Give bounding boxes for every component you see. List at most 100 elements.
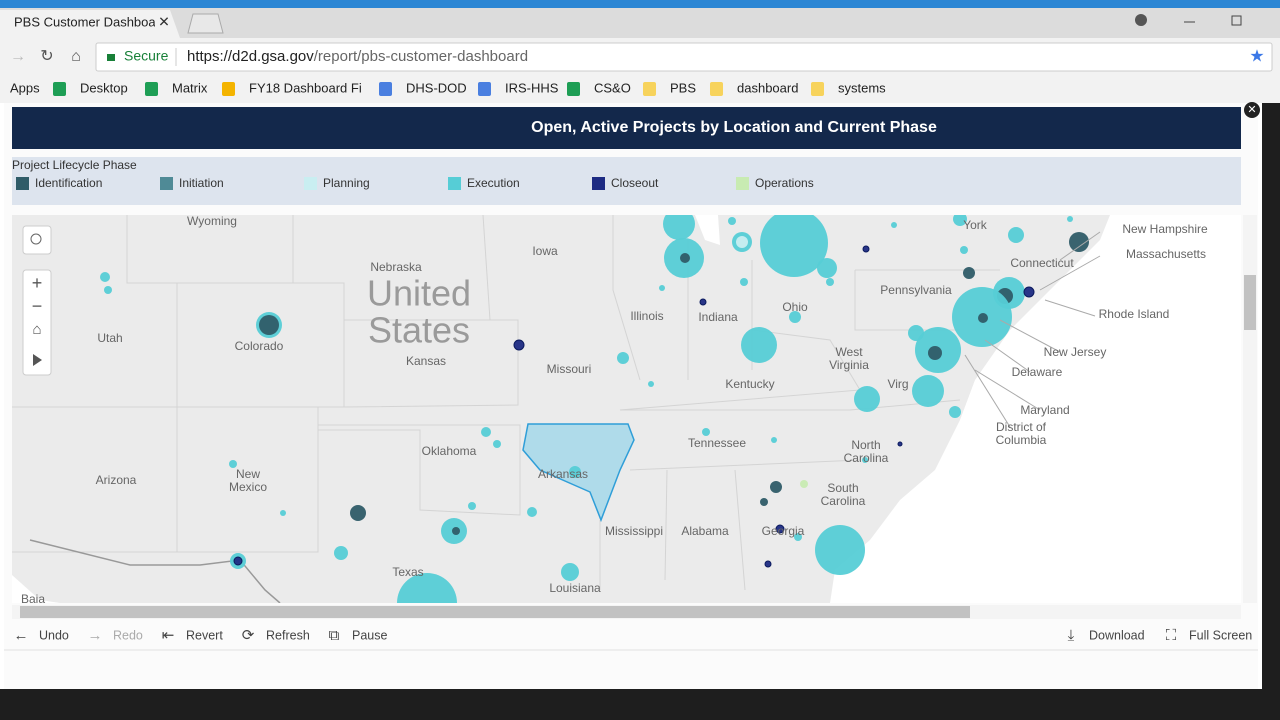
project-bubble[interactable]	[527, 507, 537, 517]
project-bubble[interactable]	[760, 209, 828, 277]
project-bubble[interactable]	[789, 311, 801, 323]
home-button[interactable]: ⌂	[71, 48, 81, 65]
bookmark[interactable]: systems	[838, 80, 886, 95]
project-bubble[interactable]	[233, 556, 243, 566]
project-bubble[interactable]	[862, 245, 870, 253]
project-bubble[interactable]	[817, 258, 837, 278]
close-viz[interactable]	[1244, 102, 1260, 118]
restore[interactable]	[1231, 15, 1242, 26]
bookmark[interactable]: CS&O	[594, 80, 631, 95]
project-bubble[interactable]	[728, 217, 736, 225]
project-bubble[interactable]	[569, 466, 581, 478]
toolbar-button[interactable]: Pause	[352, 628, 387, 642]
bookmark-star[interactable]: ★	[1249, 46, 1264, 65]
project-bubble[interactable]	[775, 524, 785, 534]
project-bubble[interactable]	[826, 278, 834, 286]
project-bubble[interactable]	[897, 441, 903, 447]
project-bubble[interactable]	[104, 286, 112, 294]
bookmark[interactable]: Apps	[10, 80, 40, 95]
bookmark[interactable]: PBS	[670, 80, 696, 95]
project-bubble[interactable]	[648, 381, 654, 387]
project-bubble[interactable]	[960, 246, 968, 254]
project-bubble[interactable]	[928, 346, 942, 360]
project-bubble[interactable]	[259, 315, 279, 335]
profile-icon[interactable]	[1135, 14, 1147, 26]
project-bubble[interactable]	[334, 546, 348, 560]
pan-control[interactable]	[33, 354, 42, 366]
bookmark[interactable]: Matrix	[172, 80, 208, 95]
project-bubble[interactable]	[908, 325, 924, 341]
address-bar[interactable]	[95, 42, 1273, 72]
project-bubble[interactable]	[891, 222, 897, 228]
legend-label[interactable]: Execution	[467, 176, 520, 190]
zoom-in[interactable]: +	[32, 273, 43, 293]
bookmark[interactable]: DHS-DOD	[406, 80, 467, 95]
toolbar-button[interactable]: Full Screen	[1189, 628, 1252, 642]
bookmark[interactable]: Desktop	[80, 80, 128, 95]
project-bubble[interactable]	[1023, 286, 1035, 298]
project-bubble[interactable]	[617, 352, 629, 364]
zoom-out[interactable]: −	[32, 296, 43, 316]
project-bubble[interactable]	[680, 253, 690, 263]
project-bubble[interactable]	[699, 298, 707, 306]
toolbar-button[interactable]: Refresh	[266, 628, 310, 642]
toolbar-button[interactable]: Revert	[186, 628, 223, 642]
reload-button[interactable]: ↻	[40, 48, 53, 65]
project-bubble[interactable]	[702, 428, 710, 436]
project-bubble[interactable]	[513, 339, 525, 351]
bookmark[interactable]: FY18 Dashboard File	[249, 80, 372, 95]
project-bubble[interactable]	[350, 505, 366, 521]
project-bubble[interactable]	[229, 460, 237, 468]
search-control[interactable]	[22, 225, 52, 255]
vertical-thumb[interactable]	[1244, 275, 1256, 330]
project-bubble[interactable]	[912, 375, 944, 407]
project-bubble[interactable]	[452, 527, 460, 535]
project-bubble[interactable]	[1008, 227, 1024, 243]
bookmark[interactable]: IRS-HHS	[505, 80, 559, 95]
project-bubble[interactable]	[100, 272, 110, 282]
project-bubble[interactable]	[760, 498, 768, 506]
project-bubble[interactable]	[949, 406, 961, 418]
project-bubble[interactable]	[771, 437, 777, 443]
project-bubble[interactable]	[953, 212, 967, 226]
project-bubble[interactable]	[741, 327, 777, 363]
project-bubble[interactable]	[1067, 216, 1073, 222]
project-bubble[interactable]	[1069, 232, 1089, 252]
project-bubble[interactable]	[481, 427, 491, 437]
project-bubble[interactable]	[800, 480, 808, 488]
project-bubble[interactable]	[663, 208, 695, 240]
project-bubble[interactable]	[770, 481, 782, 493]
toolbar-button[interactable]: Redo	[113, 628, 143, 642]
project-bubble[interactable]	[740, 278, 748, 286]
project-bubble[interactable]	[764, 560, 772, 568]
horizontal-thumb[interactable]	[20, 606, 970, 618]
project-bubble[interactable]	[963, 267, 975, 279]
toolbar-button[interactable]: Download	[1089, 628, 1145, 642]
project-bubble[interactable]	[854, 386, 880, 412]
project-bubble[interactable]	[397, 573, 457, 633]
legend-label[interactable]: Operations	[755, 176, 814, 190]
project-bubble[interactable]	[468, 502, 476, 510]
forward-button[interactable]: →	[10, 48, 26, 65]
project-bubble[interactable]	[736, 236, 748, 248]
project-bubble[interactable]	[978, 313, 988, 323]
project-bubble[interactable]	[659, 285, 665, 291]
close-viz-icon[interactable]: ✕	[1247, 104, 1256, 116]
legend-label[interactable]: Initiation	[179, 176, 224, 190]
bookmark[interactable]: dashboard	[737, 80, 798, 95]
project-bubble[interactable]	[561, 563, 579, 581]
project-bubble[interactable]	[862, 457, 868, 463]
active-tab[interactable]	[0, 10, 180, 38]
project-bubble[interactable]	[815, 525, 865, 575]
tab-close[interactable]: ✕	[158, 14, 170, 30]
toolbar-button[interactable]: Undo	[39, 628, 69, 642]
project-bubble[interactable]	[493, 440, 501, 448]
legend-label[interactable]: Identification	[35, 176, 102, 190]
legend-label[interactable]: Planning	[323, 176, 370, 190]
zoom-home[interactable]: ⌂	[32, 321, 41, 338]
legend-label[interactable]: Closeout	[611, 176, 659, 190]
new-tab[interactable]	[187, 13, 224, 34]
vertical-scrollbar[interactable]	[1243, 215, 1257, 603]
project-bubble[interactable]	[280, 510, 286, 516]
